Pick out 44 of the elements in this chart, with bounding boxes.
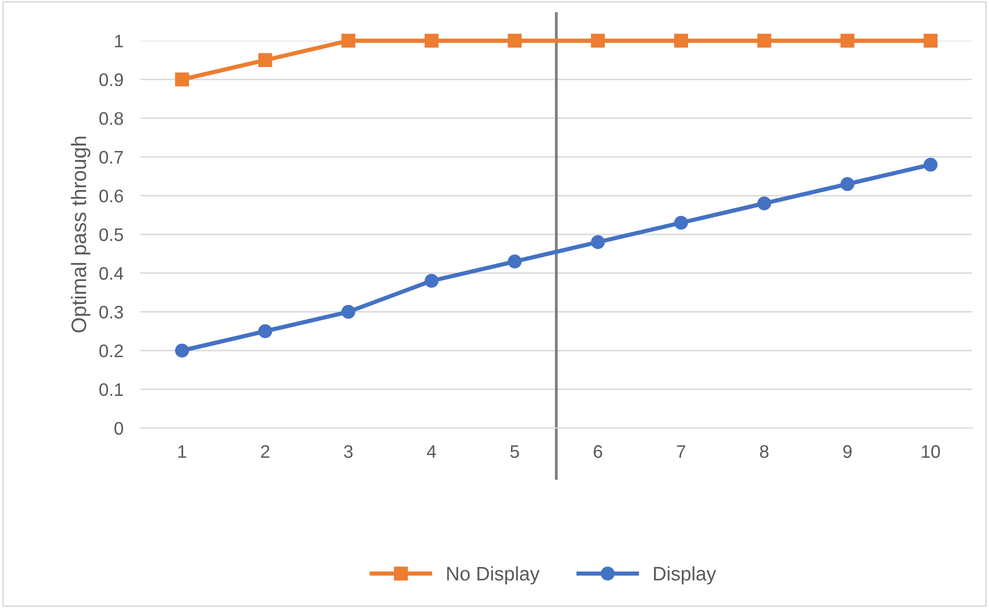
- point: [424, 274, 438, 288]
- x-tick-label: 3: [344, 445, 353, 458]
- point: [840, 177, 854, 191]
- point: [175, 344, 189, 358]
- y-tick-label: 0.9: [99, 73, 123, 86]
- point: [924, 158, 938, 172]
- point: [508, 34, 522, 48]
- x-tick-label: 8: [760, 445, 768, 458]
- x-tick-label: 10: [922, 445, 940, 458]
- x-tick-label: 2: [261, 445, 270, 458]
- point: [757, 34, 772, 48]
- point: [341, 34, 356, 48]
- y-tick-label: 0.6: [99, 190, 123, 202]
- point: [424, 34, 438, 48]
- y-tick-label: 0.4: [99, 267, 124, 280]
- y-tick-label: 0.2: [99, 344, 123, 358]
- x-tick-label: 4: [426, 445, 436, 458]
- y-tick-label: 0.8: [99, 112, 123, 125]
- x-tick-label: 1: [178, 445, 186, 458]
- point: [590, 34, 605, 48]
- y-tick-label: 0.7: [99, 150, 123, 164]
- x-tick-label: 6: [594, 445, 602, 458]
- legend-label: Display: [654, 566, 716, 584]
- point: [341, 304, 356, 319]
- point: [590, 235, 605, 250]
- point: [674, 216, 688, 230]
- y-tick-label: 1: [115, 34, 123, 48]
- point: [258, 53, 272, 68]
- point: [508, 254, 522, 268]
- y-tick-label: 0.5: [99, 228, 124, 242]
- y-tick-label: 0.1: [99, 383, 123, 396]
- y-tick-label: 0.3: [99, 306, 123, 319]
- x-tick-label: 7: [676, 445, 686, 458]
- point: [258, 324, 272, 338]
- x-tick-label: 9: [843, 445, 852, 458]
- x-tick-label: 5: [510, 445, 519, 458]
- y-axis-title: Optimal pass through: [70, 136, 90, 332]
- point: [175, 72, 189, 86]
- point: [924, 34, 938, 48]
- point: [757, 196, 772, 210]
- point: [840, 34, 854, 48]
- point: [674, 34, 688, 48]
- y-tick-label: 0: [114, 422, 124, 435]
- legend-label: No Display: [447, 566, 540, 584]
